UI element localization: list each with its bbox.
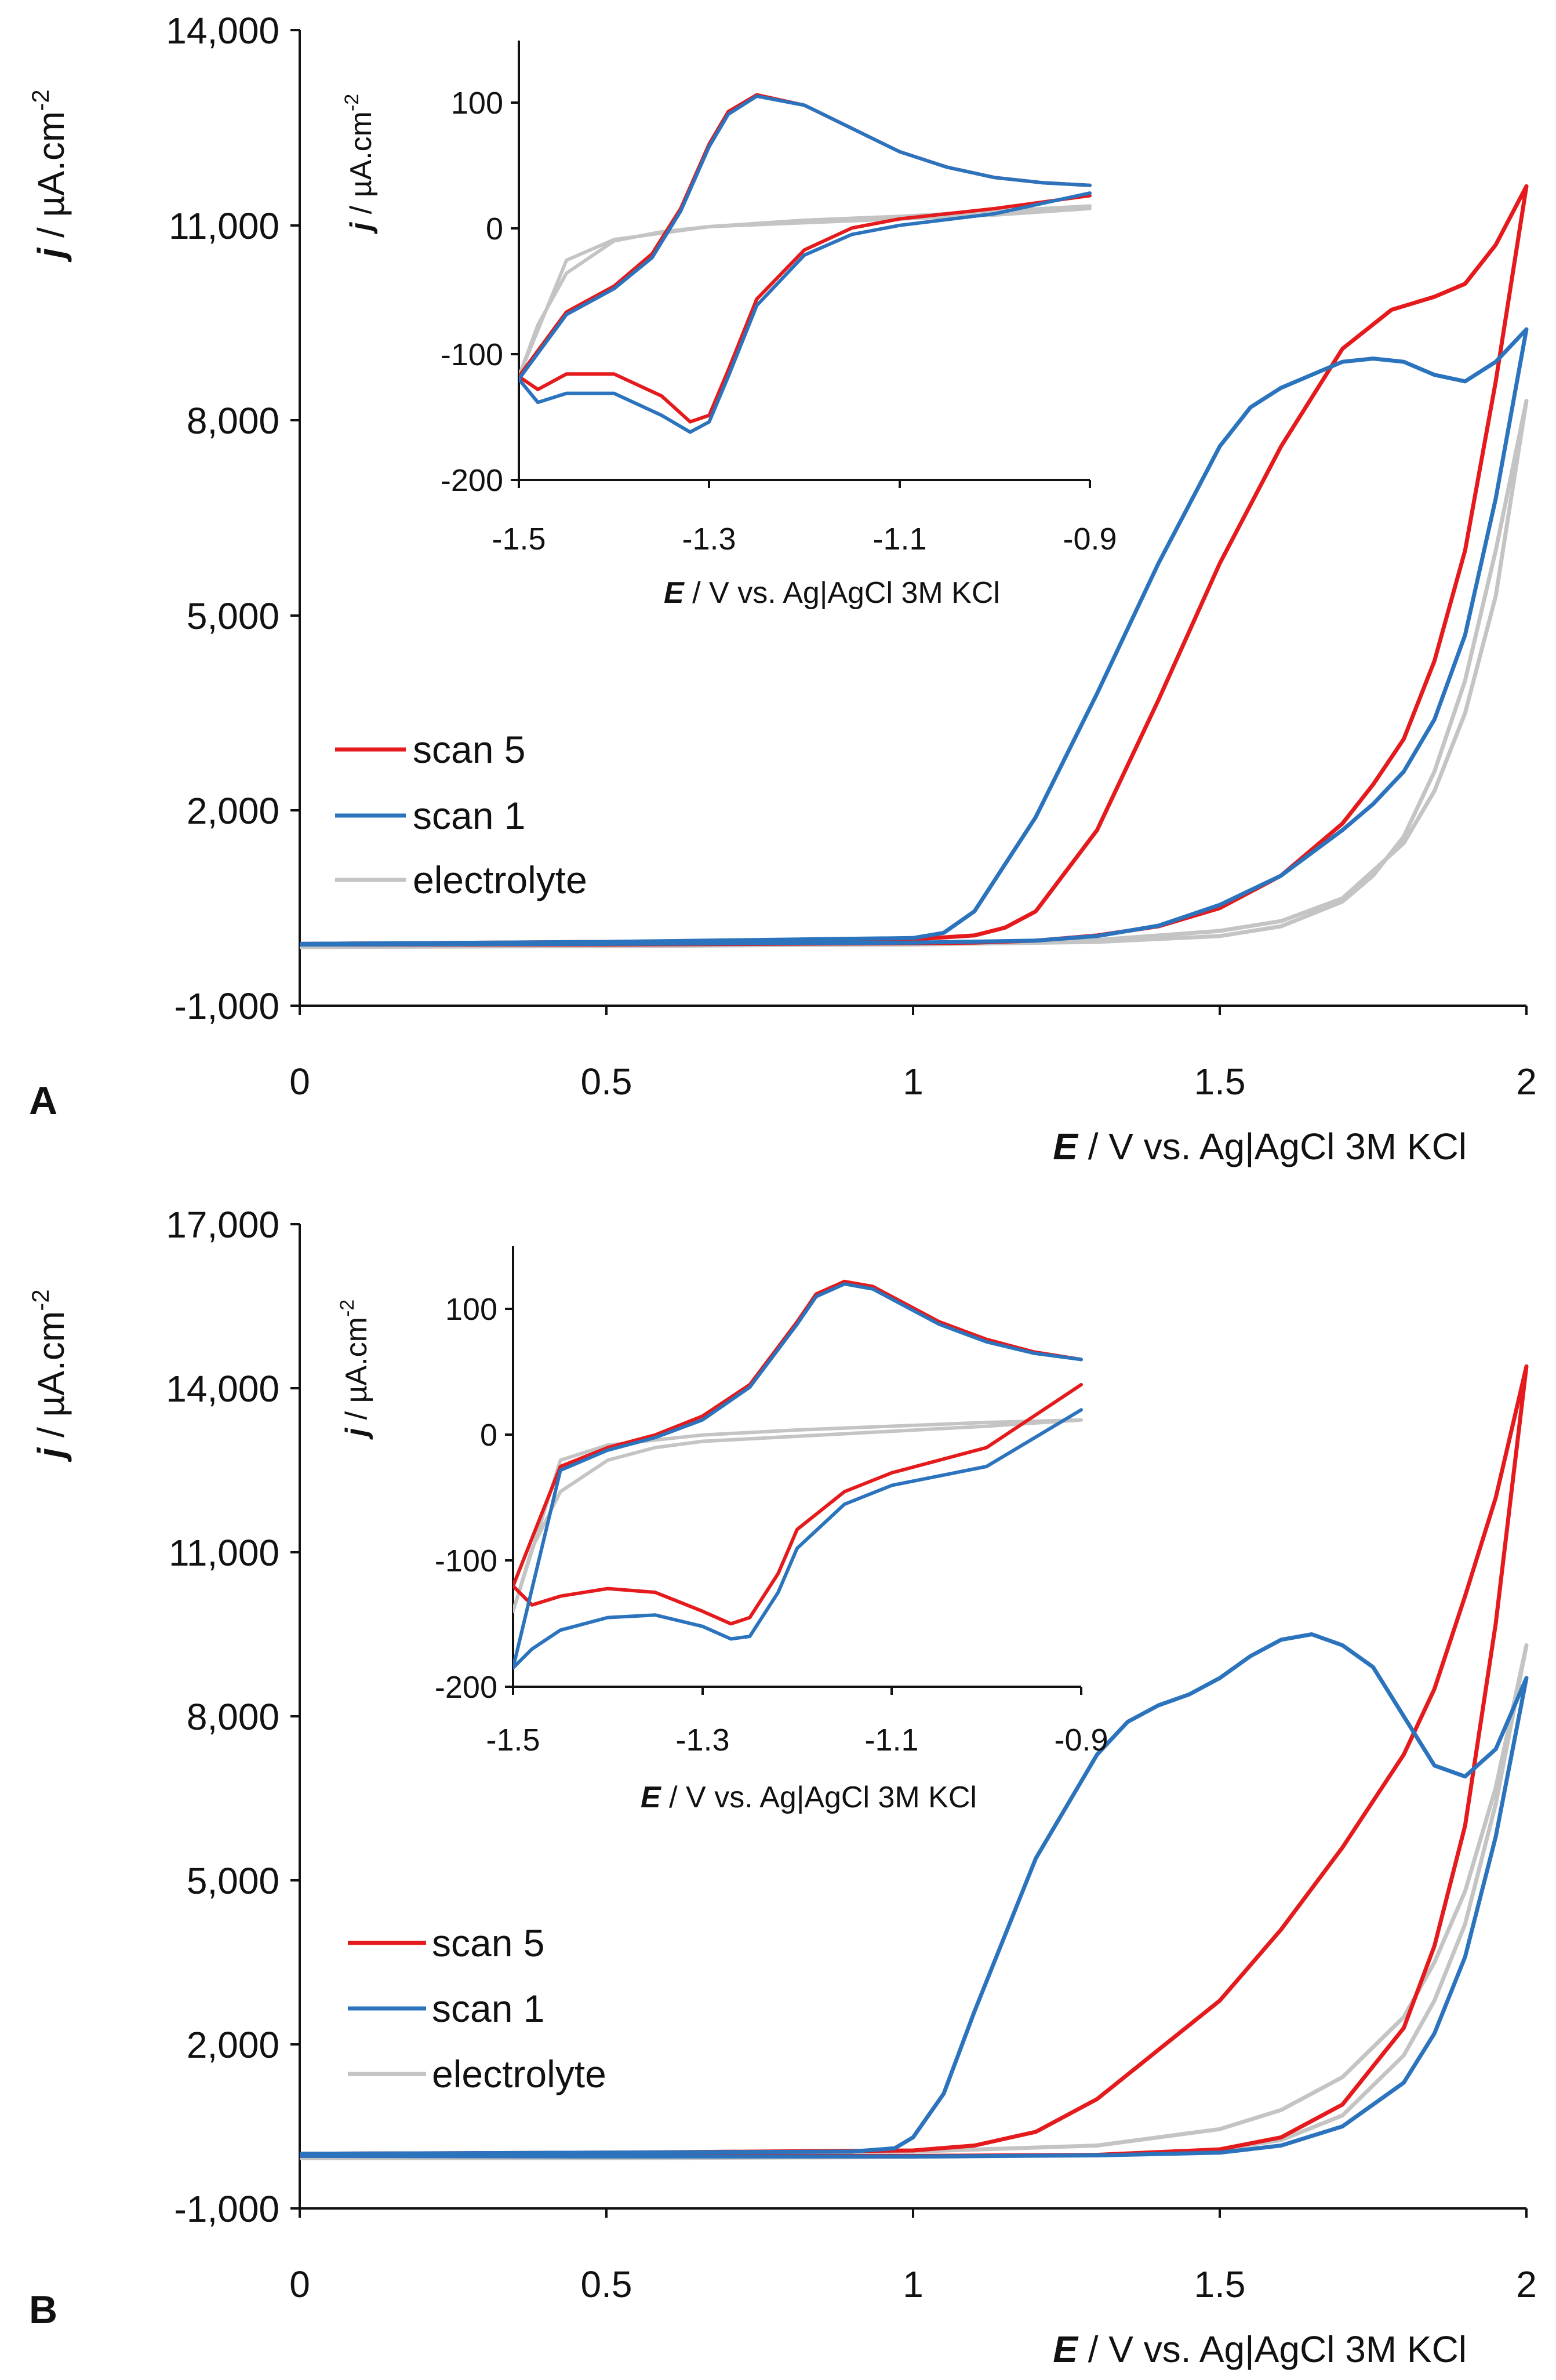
- panel-a-inset-series-electrolyte: [519, 204, 1092, 379]
- panel-b-y-tick-label: 17,000: [166, 1204, 279, 1246]
- panel-b-curves: [300, 1364, 1529, 2160]
- panel-a-inset-y-tick-label: 100: [451, 86, 503, 121]
- panel-a-y-tick-label: -1,000: [174, 985, 279, 1027]
- panel-a-label: A: [29, 1079, 57, 1123]
- panel-a-x-ticks: 0 0.5 1 1.5 2: [289, 1006, 1537, 1102]
- panel-a-inset-y-axis-title-text: / µA.cm: [344, 111, 378, 223]
- panel-b-inset-curves: [513, 1279, 1083, 1670]
- panel-a-x-axis-title-symbol: E: [1053, 1126, 1079, 1167]
- panel-b-y-axis-title: j / µA.cm-2: [27, 1289, 72, 1462]
- panel-b-x-tick-label: 0.5: [581, 2263, 632, 2305]
- panel-b-y-axis-title-symbol: j: [30, 1447, 72, 1462]
- panel-b-legend-label-scan5: scan 5: [432, 1922, 544, 1964]
- panel-a-inset-series-scan1: [519, 94, 1092, 434]
- panel-a-inset-x-axis-title-text: / V vs. Ag|AgCl 3M KCl: [684, 576, 1000, 610]
- panel-b-inset-x-axis-title-text: / V vs. Ag|AgCl 3M KCl: [661, 1781, 977, 1814]
- panel-b-x-ticks: 0 0.5 1 1.5 2: [289, 2208, 1537, 2305]
- panel-a-y-axis-title-symbol: j: [30, 248, 72, 263]
- panel-b-inset: -200 -100 0 100 -1.5 -1.3 -1.1 -0.9 E / …: [336, 1246, 1108, 1814]
- panel-b-series-scan1: [300, 1632, 1529, 2159]
- panel-a-y-tick-label: 14,000: [166, 10, 279, 52]
- panel-a: -1,000 2,000 5,000 8,000 11,000 14,000 0…: [27, 10, 1537, 1167]
- panel-b-inset-x-axis-title-symbol: E: [641, 1781, 661, 1814]
- panel-b-legend-label-scan1: scan 1: [432, 1987, 544, 2030]
- panel-b-y-tick-label: 5,000: [187, 1860, 279, 1902]
- panel-b-inset-x-tick-label: -0.9: [1054, 1723, 1108, 1757]
- panel-b-y-axis-title-exponent: -2: [27, 1289, 54, 1311]
- panel-b-inset-y-axis-title-exponent: -2: [336, 1300, 358, 1317]
- panel-b-x-axis-title: E / V vs. Ag|AgCl 3M KCl: [1053, 2328, 1467, 2370]
- panel-b-inset-series-scan1: [513, 1282, 1083, 1670]
- panel-b-x-axis-title-text: / V vs. Ag|AgCl 3M KCl: [1078, 2328, 1467, 2370]
- panel-b-x-tick-label: 1.5: [1194, 2263, 1246, 2305]
- panel-b-inset-y-tick-label: -100: [435, 1544, 497, 1578]
- panel-a-inset-y-axis-title-symbol: j: [344, 221, 378, 234]
- panel-b: -1,000 2,000 5,000 8,000 11,000 14,000 1…: [27, 1204, 1537, 2370]
- panel-a-inset-y-tick-label: -200: [441, 463, 503, 498]
- panel-a-legend-label-scan1: scan 1: [413, 794, 525, 837]
- panel-a-legend-label-electrolyte: electrolyte: [413, 858, 587, 901]
- panel-a-x-tick-label: 1: [903, 1061, 924, 1102]
- panel-a-series-scan1: [300, 327, 1529, 947]
- panel-b-inset-x-tick-label: -1.1: [864, 1723, 918, 1757]
- panel-b-label: B: [29, 2288, 57, 2332]
- panel-a-y-tick-label: 5,000: [187, 595, 279, 637]
- panel-a-legend-label-scan5: scan 5: [413, 728, 525, 771]
- panel-a-inset-x-axis-title: E / V vs. Ag|AgCl 3M KCl: [664, 576, 1000, 610]
- panel-a-y-axis-title-text: / µA.cm: [30, 111, 72, 248]
- panel-a-y-tick-label: 8,000: [187, 400, 279, 442]
- panel-b-y-tick-label: 11,000: [169, 1532, 279, 1574]
- panel-b-inset-y-tick-label: -200: [435, 1670, 497, 1705]
- panel-b-inset-series-scan5: [513, 1279, 1083, 1626]
- panel-a-y-tick-label: 11,000: [169, 205, 279, 247]
- panel-b-y-tick-label: -1,000: [174, 2188, 279, 2230]
- panel-b-legend: scan 5 scan 1 electrolyte: [348, 1922, 606, 2095]
- panel-a-inset-x-tick-label: -1.5: [492, 522, 546, 556]
- panel-b-y-tick-label: 8,000: [187, 1696, 279, 1738]
- panel-a-y-ticks: -1,000 2,000 5,000 8,000 11,000 14,000: [166, 10, 300, 1027]
- panel-a-inset-y-axis-title: j / µA.cm-2: [341, 94, 378, 234]
- panel-a-x-axis-title-text: / V vs. Ag|AgCl 3M KCl: [1078, 1126, 1467, 1167]
- panel-b-inset-series-electrolyte: [513, 1418, 1083, 1613]
- panel-b-inset-x-axis-title: E / V vs. Ag|AgCl 3M KCl: [641, 1781, 977, 1814]
- panel-a-y-axis-title-exponent: -2: [27, 89, 54, 111]
- panel-a-x-axis-title: E / V vs. Ag|AgCl 3M KCl: [1053, 1126, 1467, 1167]
- panel-b-inset-x-tick-label: -1.5: [486, 1723, 540, 1757]
- panel-b-x-tick-label: 2: [1516, 2263, 1537, 2305]
- panel-a-inset-y-tick-label: -100: [441, 337, 503, 372]
- panel-a-y-tick-label: 2,000: [187, 790, 279, 832]
- panel-a-inset-y-axis-title-exponent: -2: [341, 94, 363, 111]
- panel-a-curves: [300, 184, 1529, 949]
- panel-b-inset-x-tick-label: -1.3: [675, 1723, 729, 1757]
- panel-a-inset-curves: [519, 93, 1092, 434]
- panel-b-inset-y-axis-title: j / µA.cm-2: [336, 1300, 373, 1440]
- panel-b-inset-y-tick-label: 100: [445, 1292, 497, 1327]
- panel-b-series-scan5: [300, 1364, 1529, 2158]
- panel-a-inset-x-tick-label: -1.1: [872, 522, 926, 556]
- panel-b-inset-y-axis-title-text: / µA.cm: [340, 1317, 373, 1428]
- panel-b-x-axis-title-symbol: E: [1053, 2328, 1079, 2370]
- panel-a-legend: scan 5 scan 1 electrolyte: [335, 728, 587, 901]
- panel-a-x-tick-label: 2: [1516, 1061, 1537, 1102]
- panel-a-inset-y-tick-label: 0: [486, 212, 503, 246]
- panel-b-inset-y-axis-title-symbol: j: [340, 1427, 373, 1440]
- panel-b-y-tick-label: 14,000: [166, 1368, 279, 1410]
- panel-b-y-ticks: -1,000 2,000 5,000 8,000 11,000 14,000 1…: [166, 1204, 300, 2230]
- panel-b-inset-y-tick-label: 0: [480, 1418, 497, 1453]
- panel-b-y-axis-title-text: / µA.cm: [30, 1311, 72, 1448]
- panel-a-x-tick-label: 0.5: [581, 1061, 632, 1102]
- panel-b-x-tick-label: 0: [289, 2263, 310, 2305]
- panel-a-x-tick-label: 0: [289, 1061, 310, 1102]
- panel-a-inset: -200 -100 0 100 -1.5 -1.3 -1.1 -0.9 E / …: [341, 41, 1117, 610]
- panel-a-inset-series-scan5: [519, 93, 1092, 424]
- panel-a-y-axis-title: j / µA.cm-2: [27, 89, 72, 262]
- panel-a-inset-x-tick-label: -1.3: [682, 522, 736, 556]
- panel-a-inset-x-axis-title-symbol: E: [664, 576, 685, 610]
- panel-a-inset-x-tick-label: -0.9: [1063, 522, 1117, 556]
- panel-b-legend-label-electrolyte: electrolyte: [432, 2053, 606, 2095]
- panel-a-x-tick-label: 1.5: [1194, 1061, 1246, 1102]
- panel-b-y-tick-label: 2,000: [187, 2024, 279, 2066]
- panel-b-x-tick-label: 1: [903, 2263, 924, 2305]
